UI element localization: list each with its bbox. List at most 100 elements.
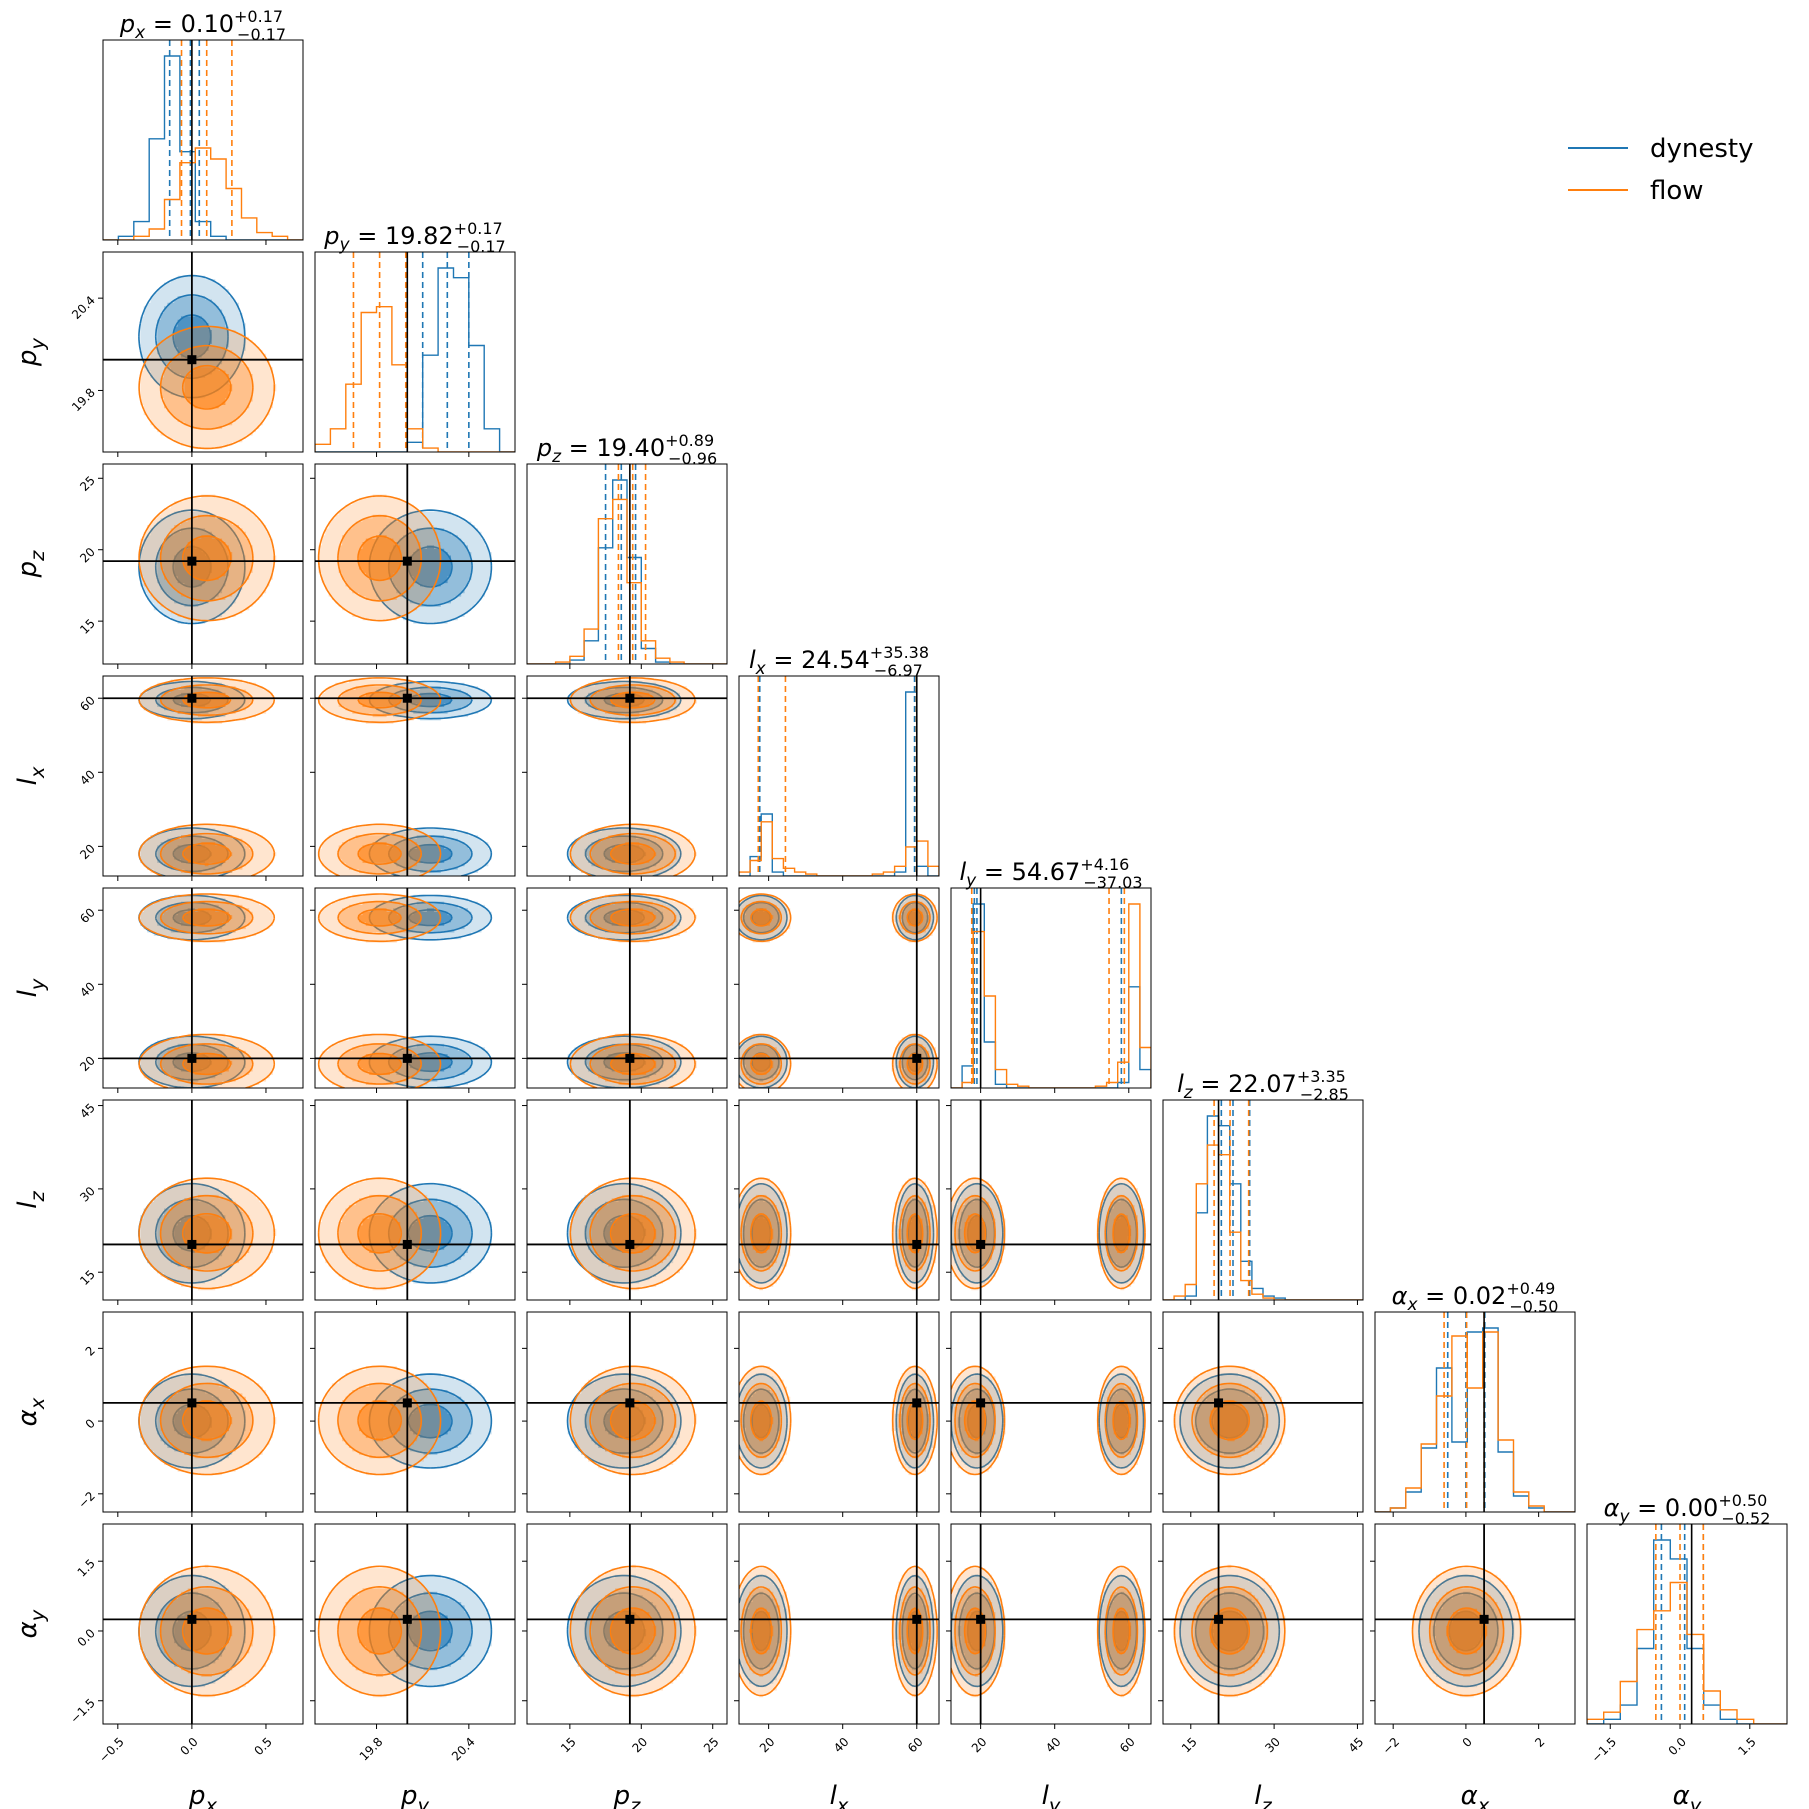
y-tick-label: 25 — [77, 473, 98, 494]
contour-flow — [337, 900, 423, 1085]
y-tick-label: 2 — [83, 1343, 98, 1358]
y-axis-label-p_z: pz — [13, 550, 49, 579]
density-fill-flow — [184, 535, 233, 580]
panel-p_y-l_y — [310, 887, 516, 1093]
plot-area — [315, 252, 515, 452]
plot-area — [1163, 1312, 1363, 1512]
panel-p_z-l_y — [522, 887, 728, 1093]
plot-area — [103, 1100, 303, 1300]
plot-area — [951, 1100, 1151, 1300]
contour-flow — [159, 344, 254, 430]
density-fill-flow — [318, 894, 441, 1088]
panel-p_x-l_y: 20 40 60 — [77, 887, 304, 1093]
density-fill-dynesty — [739, 1184, 933, 1284]
plot-area — [527, 1312, 727, 1512]
x-tick-label: 0.0 — [1666, 1735, 1689, 1758]
truth-marker — [976, 1239, 986, 1249]
truth-marker — [1214, 1614, 1224, 1624]
density-fill-flow — [359, 692, 401, 863]
density-fill-dynesty — [174, 692, 212, 863]
hist-step-dynesty — [739, 691, 939, 876]
x-tick-label: 30 — [1262, 1735, 1283, 1756]
y-tick-label: 60 — [77, 693, 98, 714]
contour-flow — [317, 495, 442, 622]
density-fill-dynesty — [742, 1390, 930, 1455]
x-tick-label: −2 — [1380, 1735, 1402, 1757]
density-fill-dynesty — [140, 682, 246, 876]
contour-flow — [317, 1565, 442, 1697]
panel-frame — [314, 463, 516, 665]
y-tick-label: 20.4 — [69, 293, 98, 322]
truth-marker — [187, 1398, 197, 1408]
panel-frame — [526, 1523, 728, 1725]
density-fill-flow — [591, 686, 677, 873]
density-fill-flow — [571, 894, 697, 1088]
density-fill-flow — [184, 367, 233, 409]
plot-area — [315, 1100, 515, 1300]
y-tick-label: 15 — [77, 1267, 98, 1288]
contour-dynesty — [1179, 1373, 1281, 1469]
density-fill-flow — [951, 1366, 1145, 1476]
panel-frame — [102, 675, 304, 877]
truth-marker — [625, 1239, 635, 1249]
x-tick-label: 20 — [630, 1735, 651, 1756]
contour-flow — [337, 1586, 423, 1676]
plot-area — [739, 676, 939, 876]
contour-dynesty — [172, 314, 212, 360]
plot-area — [103, 40, 303, 240]
density-fill-dynesty — [409, 908, 451, 1072]
y-tick-label: 45 — [77, 1101, 98, 1122]
hist-step-dynesty — [1163, 1115, 1363, 1300]
truth-marker — [187, 1053, 197, 1063]
panel-frame — [738, 675, 940, 877]
truth-marker — [976, 1614, 986, 1624]
contour-flow — [181, 691, 232, 865]
panel-l_x-alpha_x — [734, 1311, 940, 1517]
truth-marker — [912, 1614, 922, 1624]
contour-flow — [159, 1586, 254, 1676]
plot-area — [315, 888, 515, 1088]
contour-flow — [357, 1607, 403, 1655]
panel-alpha_x-alpha_y: −2 0 2 — [1370, 1523, 1576, 1757]
density-fill-flow — [338, 686, 421, 873]
hist-step-flow — [1375, 1331, 1575, 1512]
contour-flow — [740, 900, 931, 1085]
x-tick-label: 0.5 — [252, 1735, 275, 1758]
truth-marker — [402, 556, 412, 566]
contour-flow — [951, 1365, 1146, 1476]
x-tick-label: 19.8 — [357, 1735, 386, 1764]
plot-area — [739, 1312, 939, 1512]
contour-flow — [1173, 1565, 1286, 1697]
y-tick-label: 0 — [83, 1416, 98, 1431]
contour-flow — [609, 908, 656, 1076]
hist-panel-l_z: lz = 22.07+3.35 −2.85 — [1162, 1067, 1364, 1305]
x-axis-label-p_z: pz — [613, 1781, 642, 1809]
contour-flow — [357, 691, 403, 865]
panel-l_x-alpha_y: 20 40 60 — [734, 1523, 940, 1755]
contour-flow — [159, 900, 254, 1085]
density-fill-dynesty — [605, 908, 647, 1072]
panel-l_x-l_y — [734, 887, 940, 1093]
density-fill-flow — [611, 692, 657, 863]
truth-marker — [1479, 1614, 1489, 1624]
plot-area — [1375, 1312, 1575, 1512]
hist-step-flow — [315, 306, 515, 452]
panel-frame — [314, 675, 516, 877]
panel-grid: px = 0.10+0.17 −0.17 19.8 20.4 py = 19.82+0.… — [13, 7, 1788, 1809]
contour-flow — [740, 1586, 931, 1676]
contour-flow — [609, 1213, 656, 1254]
hist-panel-alpha_y: αy = 0.00+0.50 −0.52 −1.5 0.0 1.5 — [1586, 1491, 1788, 1765]
plot-area — [527, 676, 727, 876]
density-fill-flow — [749, 1608, 923, 1654]
contour-flow — [138, 325, 276, 450]
truth-marker — [187, 693, 197, 703]
truth-marker — [187, 556, 197, 566]
panel-frame — [1586, 1523, 1788, 1725]
panel-l_z-alpha_y: 15 30 45 — [1158, 1523, 1366, 1756]
contour-flow — [159, 1194, 254, 1272]
plot-area — [951, 1524, 1151, 1724]
panel-frame — [738, 1311, 940, 1513]
density-fill-dynesty — [739, 1574, 933, 1688]
hist-panel-l_y: ly = 54.67+4.16 −37.03 — [950, 855, 1152, 1093]
title-p_y: py = 19.82+0.17 −0.17 — [323, 219, 505, 256]
